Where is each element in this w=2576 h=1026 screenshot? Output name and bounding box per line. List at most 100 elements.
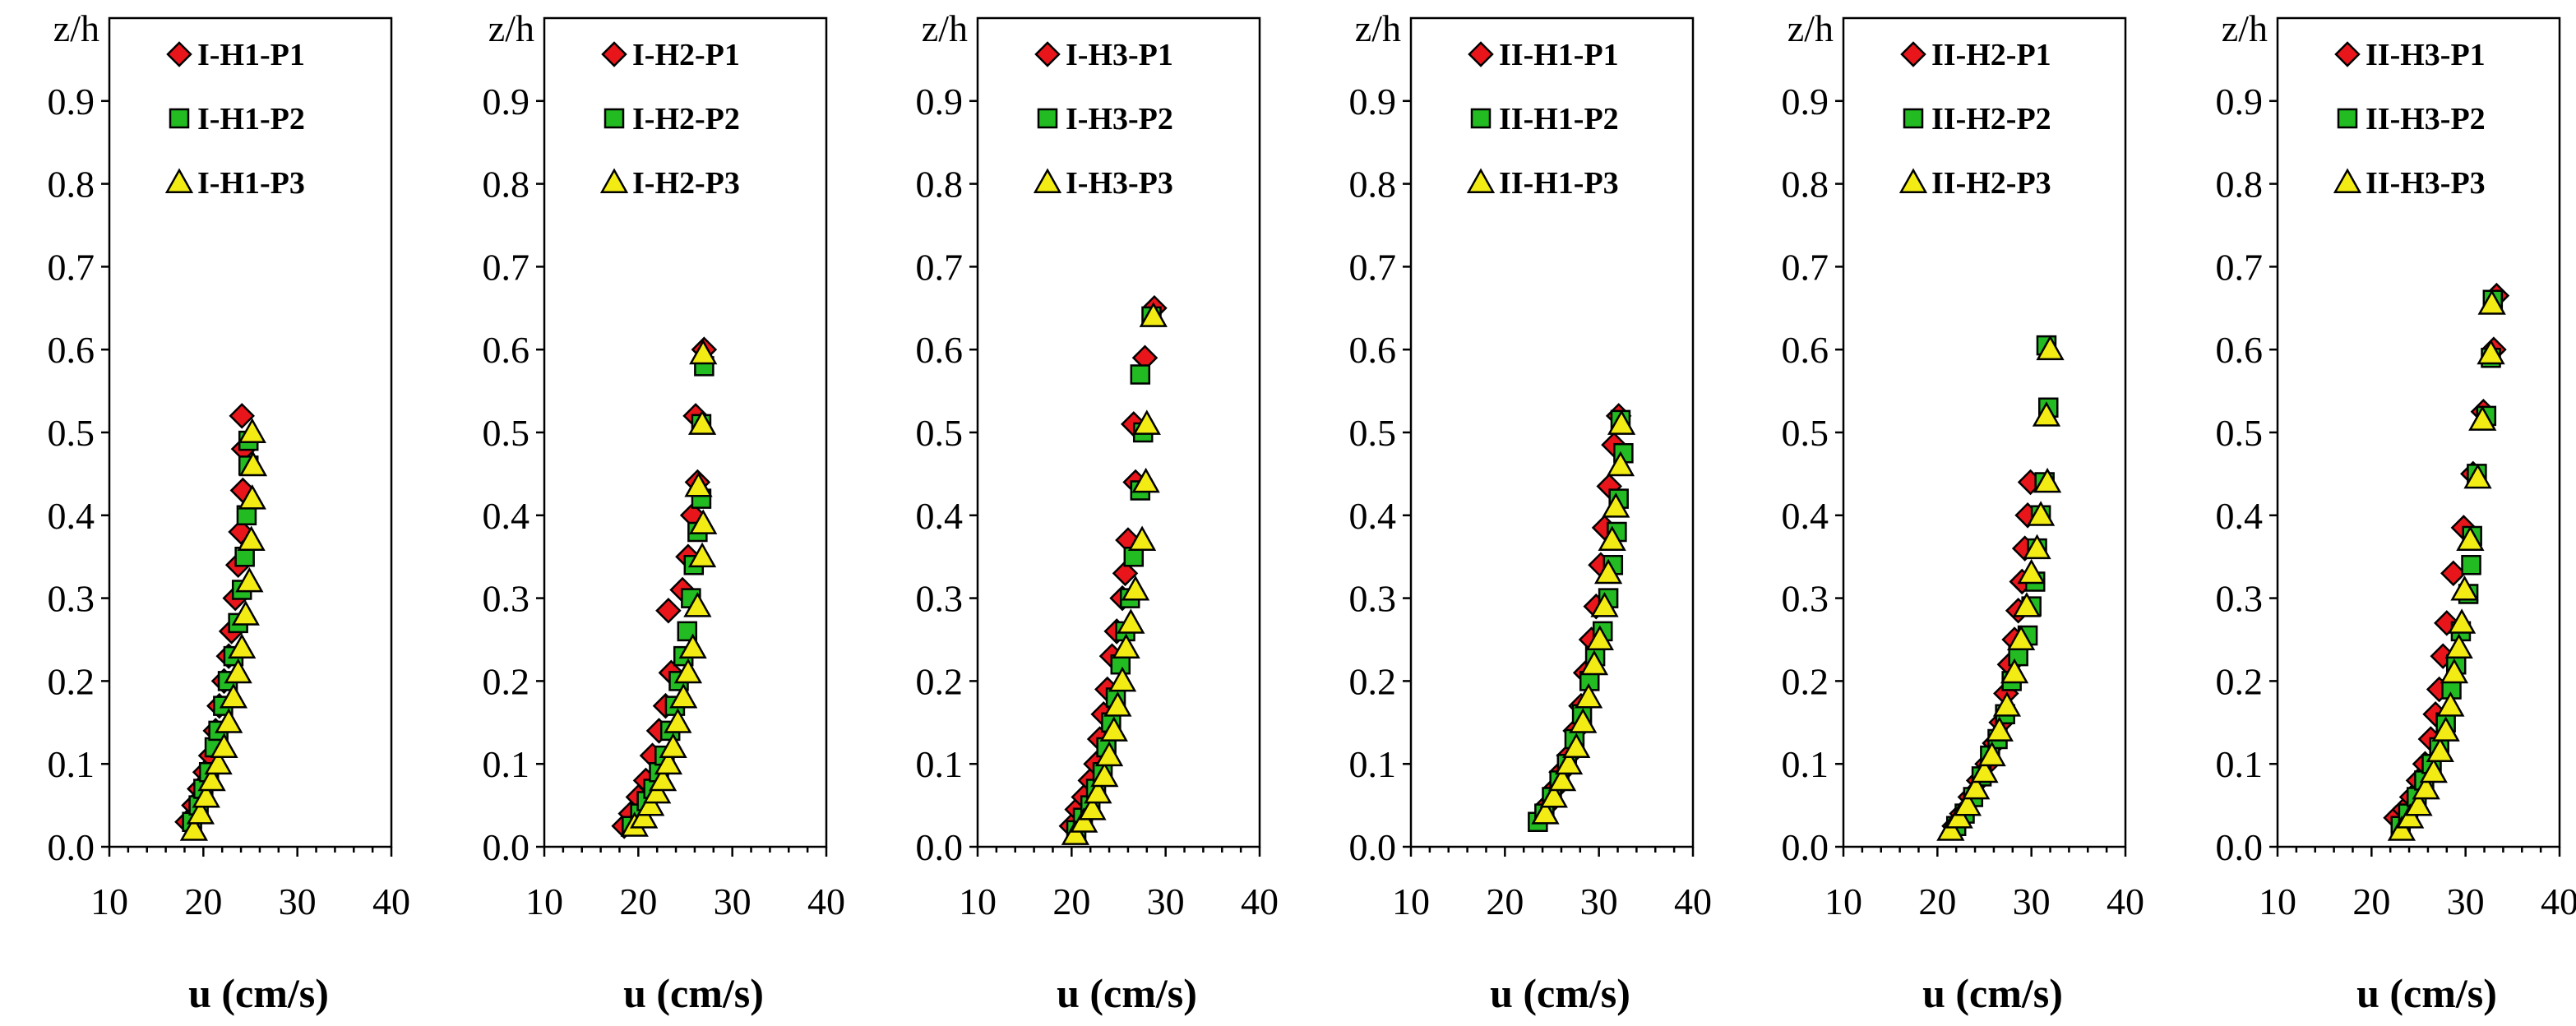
x-tick-label: 20 — [1052, 880, 1090, 922]
data-point — [2012, 592, 2042, 617]
y-axis-label: z/h — [2222, 7, 2268, 49]
y-tick-label: 0.8 — [916, 164, 964, 206]
data-point — [186, 799, 215, 825]
data-point — [1108, 666, 1137, 692]
y-tick-label: 0.9 — [48, 81, 95, 122]
data-point — [2436, 691, 2465, 717]
data-point — [678, 633, 707, 659]
data-point — [1606, 451, 1635, 477]
data-point — [1131, 467, 1160, 493]
plot-area — [1842, 16, 2127, 848]
y-tick-label: 0.2 — [1349, 660, 1397, 702]
data-point — [2468, 405, 2497, 431]
y-tick-label: 0.8 — [2216, 164, 2264, 206]
y-tick-label: 0.0 — [48, 826, 95, 868]
data-point — [684, 471, 713, 497]
legend-entry: I-H2-P1 — [632, 38, 740, 72]
data-point — [648, 765, 678, 792]
data-point — [219, 683, 248, 709]
y-tick-label: 0.7 — [483, 246, 530, 288]
legend-marker — [1033, 168, 1062, 193]
data-point — [192, 782, 220, 808]
y-tick-label: 0.9 — [916, 81, 964, 122]
data-point — [2444, 633, 2473, 659]
data-point — [1992, 691, 2022, 717]
y-tick-label: 0.2 — [1782, 660, 1829, 702]
data-point — [2440, 560, 2467, 587]
legend-entry: II-H2-P1 — [1931, 38, 2051, 72]
x-tick-label: 30 — [279, 880, 317, 922]
data-point — [689, 509, 718, 534]
y-tick-label: 0.9 — [483, 81, 530, 122]
y-tick-label: 0.0 — [2216, 826, 2264, 868]
data-point — [2447, 608, 2477, 634]
legend-entry: I-H2-P2 — [632, 102, 740, 136]
data-point — [1539, 782, 1568, 808]
x-tick-label: 20 — [2352, 880, 2390, 922]
x-axis-label: u (cm/s) — [1490, 970, 1630, 1016]
x-tick-label: 40 — [1674, 880, 1712, 922]
legend-entry: II-H3-P1 — [2366, 38, 2486, 72]
y-axis-label: z/h — [1355, 7, 1401, 49]
legend-entry: I-H2-P3 — [632, 166, 740, 201]
data-point — [224, 658, 252, 684]
y-tick-label: 0.0 — [1349, 826, 1397, 868]
series-I-H2-P3 — [620, 339, 718, 837]
y-tick-label: 0.2 — [483, 660, 530, 702]
legend-marker — [1037, 108, 1058, 129]
data-point — [238, 418, 266, 443]
legend-entry: I-H3-P1 — [1066, 38, 1173, 72]
chart-panel-5: 0.0 0.1 0.2 0.3 0.4 0.5 0.6 0.7 0.8 0.9 10 20 30 40 z/… — [1782, 7, 2145, 1016]
data-point — [2463, 463, 2492, 489]
x-axis-label: u (cm/s) — [1922, 970, 2063, 1016]
y-tick-label: 0.6 — [916, 329, 964, 371]
data-point — [210, 733, 238, 758]
y-tick-label: 0.1 — [1349, 743, 1397, 785]
plot-area — [1409, 16, 1695, 848]
y-tick-label: 0.0 — [916, 826, 964, 868]
y-tick-label: 0.4 — [483, 495, 530, 537]
legend-marker — [1468, 41, 1494, 67]
data-point — [1590, 592, 1619, 617]
y-tick-label: 0.3 — [483, 578, 530, 620]
legend-marker — [2334, 41, 2361, 67]
legend-marker — [166, 41, 192, 67]
data-point — [1070, 807, 1098, 833]
data-point — [1945, 803, 1973, 829]
data-point — [1602, 492, 1630, 518]
data-point — [2450, 575, 2479, 601]
legend: II-H2-P1 II-H2-P2 II-H2-P3 — [1898, 38, 2051, 201]
legend-entry: I-H3-P2 — [1066, 102, 1173, 136]
data-point — [2000, 658, 2029, 684]
legend-entry: II-H2-P3 — [1931, 166, 2051, 201]
x-tick-label: 10 — [90, 880, 128, 922]
data-point — [630, 803, 659, 829]
data-point — [655, 597, 682, 624]
legend-marker — [604, 108, 625, 129]
data-point — [2036, 335, 2065, 361]
y-tick-label: 0.4 — [2216, 495, 2264, 537]
data-point — [1112, 560, 1139, 587]
legend-entry: II-H1-P1 — [1499, 38, 1619, 72]
data-point — [2387, 816, 2416, 841]
data-point — [2006, 625, 2036, 650]
data-point — [1585, 625, 1614, 650]
y-axis-label: z/h — [1787, 7, 1834, 49]
data-point — [2440, 658, 2469, 684]
data-point — [2404, 791, 2433, 816]
data-point — [1127, 525, 1157, 551]
data-point — [2032, 401, 2061, 427]
y-tick-label: 0.3 — [916, 578, 964, 620]
y-tick-label: 0.7 — [916, 246, 964, 288]
legend-entry: I-H1-P2 — [197, 102, 305, 136]
x-tick-label: 10 — [2259, 880, 2296, 922]
legend-marker — [169, 108, 190, 129]
data-point — [1090, 761, 1119, 788]
chart-panel-6: 0.0 0.1 0.2 0.3 0.4 0.5 0.6 0.7 0.8 0.9 10 20 30 40 z/… — [2216, 7, 2576, 1016]
legend-marker — [1898, 168, 1928, 193]
y-tick-label: 0.1 — [2216, 743, 2264, 785]
x-tick-label: 30 — [714, 880, 752, 922]
x-tick-label: 30 — [2013, 880, 2051, 922]
data-point — [2023, 534, 2051, 560]
